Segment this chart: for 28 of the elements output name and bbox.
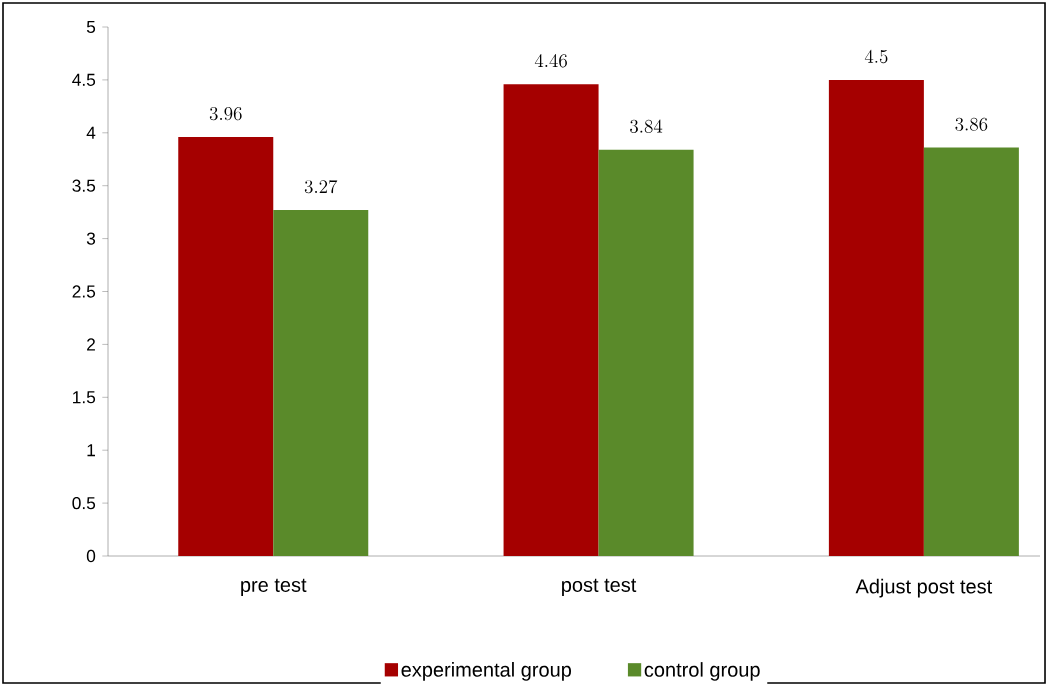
y-tick-label: 4 [86,126,96,139]
y-tick-label: 0.5 [72,496,96,510]
y-tick-label: 5 [86,20,96,34]
x-tick-label: pre test [241,578,307,596]
data-label: 3.27 [304,179,338,194]
y-tick-label: 2 [87,338,95,351]
y-tick-label: 1.5 [73,391,96,404]
data-label: 4.46 [534,54,567,68]
y-tick-label: 3.5 [72,179,96,192]
bar [828,79,924,556]
x-tick-label: Adjust post test [855,578,993,598]
bar [503,84,599,556]
y-tick-label: 0 [86,549,96,563]
legend-label: control group [644,662,760,681]
bar [923,147,1019,556]
y-tick-label: 4.5 [72,73,96,86]
bar [598,149,694,556]
data-label: 4.5 [864,49,888,64]
x-tick-label: post test [562,578,637,596]
y-tick-label: 2.5 [72,285,96,298]
y-tick-label: 1 [87,444,95,457]
bar [273,210,369,556]
bar [178,137,274,556]
data-label: 3.86 [955,117,988,131]
data-label: 3.96 [209,107,242,121]
legend-label: experimental group [401,662,572,681]
data-label: 3.84 [630,119,663,133]
y-tick-label: 3 [86,232,96,245]
